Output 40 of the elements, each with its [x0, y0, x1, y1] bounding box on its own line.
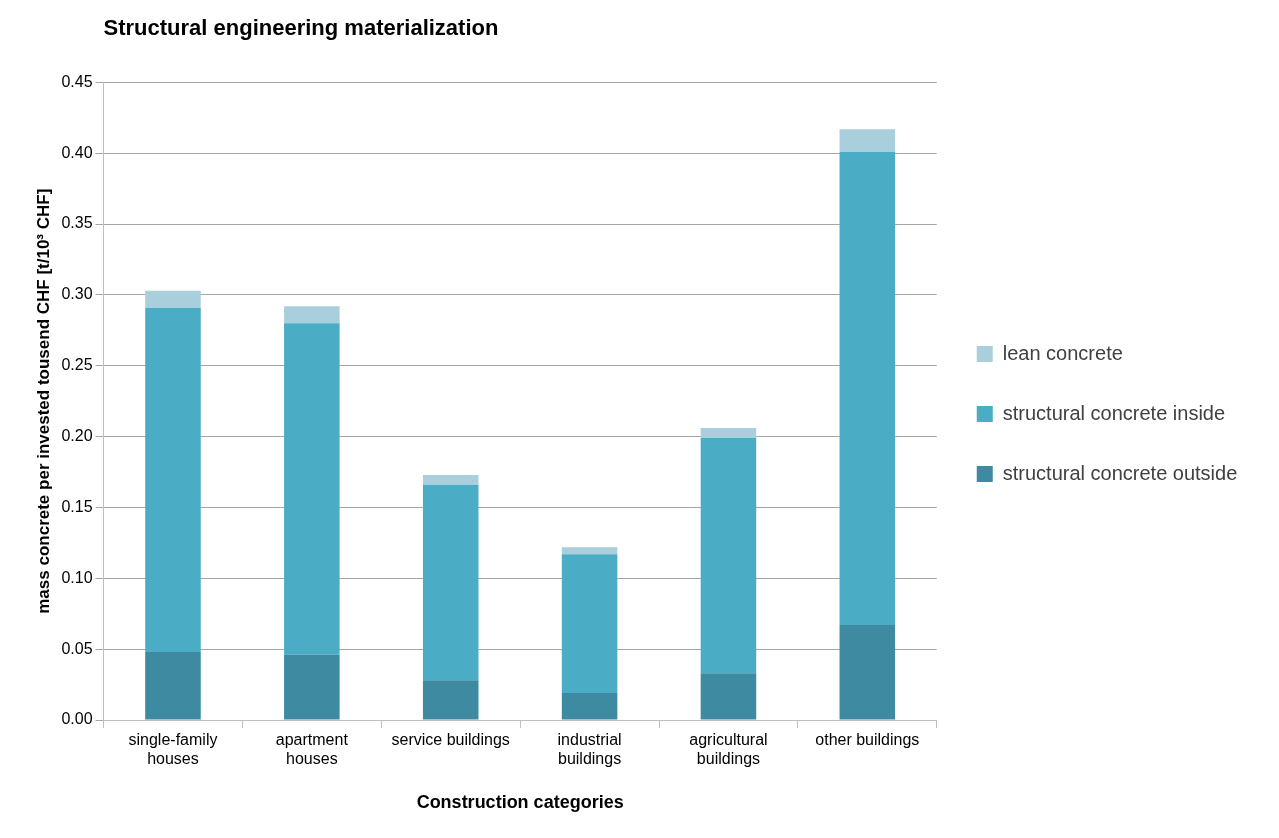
y-tick-label: 0.40	[61, 143, 93, 161]
y-tick-label: 0.45	[61, 72, 93, 90]
bar	[284, 323, 340, 655]
x-tick-label: agricultural buildings	[689, 731, 768, 768]
y-tick-label: 0.05	[61, 639, 93, 657]
bar	[422, 484, 479, 681]
bar	[422, 474, 479, 485]
bar	[284, 306, 340, 324]
bar	[700, 438, 757, 674]
x-tick-label: industrial buildings	[557, 731, 622, 768]
bar	[700, 428, 757, 439]
legend-label: lean concrete	[1002, 341, 1123, 364]
bar	[284, 654, 340, 720]
y-tick-label: 0.00	[61, 710, 93, 728]
x-axis-title: Construction categories	[416, 792, 624, 813]
y-tick-label: 0.15	[61, 497, 93, 515]
legend-label: structural concrete inside	[1002, 401, 1226, 424]
x-tick-label: service buildings	[391, 731, 510, 749]
bar	[145, 307, 201, 652]
x-tick-label: other buildings	[815, 731, 920, 749]
y-tick-label: 0.30	[61, 285, 93, 303]
bar	[700, 673, 757, 720]
x-tick-label: apartment houses	[275, 731, 349, 768]
bar	[839, 625, 896, 720]
x-tick-label: single-family houses	[128, 731, 218, 768]
bar	[145, 651, 201, 720]
y-tick-label: 0.35	[61, 214, 93, 232]
chart-title: Structural engineering materialization	[103, 15, 499, 41]
bar	[561, 554, 618, 694]
y-tick-label: 0.25	[61, 356, 93, 374]
bar	[145, 290, 201, 308]
bar	[561, 547, 618, 555]
y-tick-label: 0.20	[61, 427, 93, 445]
y-tick-label: 0.10	[61, 568, 93, 586]
legend-label: structural concrete outside	[1002, 461, 1238, 484]
bar	[422, 680, 479, 720]
bar	[839, 151, 896, 626]
bar	[839, 129, 896, 152]
y-axis-title: mass concrete per invested tousend CHF [t/10³ CHF]	[33, 188, 53, 614]
bar	[561, 693, 618, 720]
